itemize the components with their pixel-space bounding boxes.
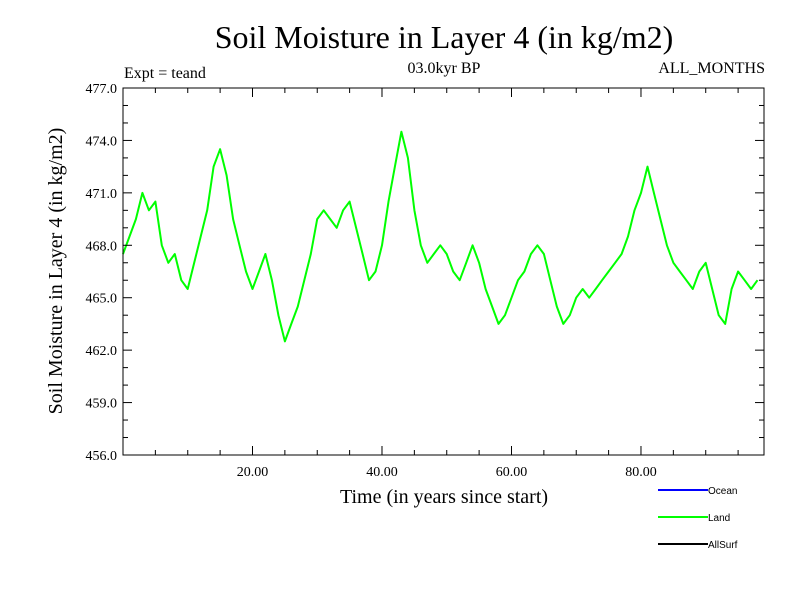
x-tick-label: 80.00 xyxy=(625,465,657,480)
legend: Ocean Land AllSurf xyxy=(658,486,738,551)
y-tick-label: 474.0 xyxy=(86,134,118,149)
y-axis-label: Soil Moisture in Layer 4 (in kg/m2) xyxy=(45,128,67,415)
y-tick-label: 477.0 xyxy=(86,82,118,97)
x-axis-label: Time (in years since start) xyxy=(340,486,548,508)
y-tick-label: 471.0 xyxy=(86,187,118,202)
chart-title: Soil Moisture in Layer 4 (in kg/m2) xyxy=(215,19,674,55)
x-tick-label: 40.00 xyxy=(366,465,398,480)
legend-label-land: Land xyxy=(708,513,730,524)
y-tick-label: 456.0 xyxy=(86,449,118,464)
y-tick-label: 462.0 xyxy=(86,344,118,359)
chart-subtitle: 03.0kyr BP xyxy=(408,60,481,77)
y-tick-label: 459.0 xyxy=(86,397,118,412)
months-label: ALL_MONTHS xyxy=(658,60,765,77)
legend-label-ocean: Ocean xyxy=(708,486,737,497)
y-tick-label: 468.0 xyxy=(86,239,118,254)
x-tick-label: 60.00 xyxy=(496,465,528,480)
experiment-label: Expt = teand xyxy=(124,65,206,82)
y-tick-label: 465.0 xyxy=(86,292,118,307)
x-tick-label: 20.00 xyxy=(237,465,269,480)
series-line-land xyxy=(122,130,759,343)
legend-label-allsurf: AllSurf xyxy=(708,540,738,551)
plot-frame xyxy=(122,87,765,456)
